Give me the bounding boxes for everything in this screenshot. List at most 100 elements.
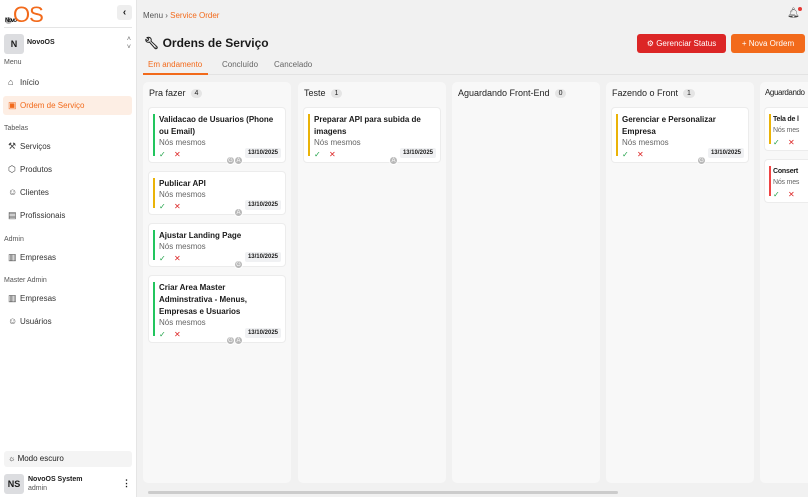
check-icon[interactable]: ✓ [314,150,321,159]
sidebar-item-inicio[interactable]: ⌂ Início [3,73,132,92]
sidebar-item-profissionais[interactable]: ▤ Profissionais [3,206,132,225]
collapse-sidebar-button[interactable]: ‹ [117,5,132,20]
card-footer: ✓ ✕ G A 13/10/2025 [159,328,285,345]
card-owner: Nós mesmos [159,138,206,147]
card-title: Publicar API [159,179,206,188]
assignee-avatar: G [234,260,243,269]
card-owner: Nós mesmos [159,242,206,251]
manage-status-button[interactable]: ⚙ Gerenciar Status [637,34,726,53]
x-icon[interactable]: ✕ [174,330,181,339]
card-title: Ajustar Landing Page [159,231,242,240]
status-color-bar [769,114,771,144]
column-header: Aguardando [765,88,805,97]
card-footer: ✓ ✕ A 13/10/2025 [159,200,285,217]
card-title: Criar Area Master Adminstrativa - Menus,… [159,283,248,316]
card-footer: ✓ ✕ A 13/10/2025 [314,148,440,165]
check-icon[interactable]: ✓ [159,202,166,211]
order-card[interactable]: Publicar API Nós mesmos ✓ ✕ A 13/10/2025 [148,171,286,217]
sidebar-item-servicos[interactable]: ⚒ Serviços [3,137,132,156]
page-title-text: Ordens de Serviço [162,36,269,50]
x-icon[interactable]: ✕ [788,138,795,147]
column-header: Aguardando Front-End 0 [458,88,567,98]
home-icon: ⌂ [8,77,14,87]
x-icon[interactable]: ✕ [637,150,644,159]
wrench-icon: 🔧︎ [144,36,163,50]
sidebar-item-label: Usuários [20,317,52,326]
kanban-column: Fazendo o Front 1 Gerenciar e Personaliza… [606,82,754,483]
sidebar-item-label: Serviços [20,142,51,151]
column-count-badge: 1 [683,89,695,98]
check-icon[interactable]: ✓ [159,330,166,339]
kanban-column: Aguardando Tela de l Nós mes ✓ ✕ Consert… [760,82,808,483]
new-order-button[interactable]: + Nova Ordem [731,34,805,53]
user-role: admin [28,485,48,492]
order-card[interactable]: Consert Nós mes ✓ ✕ [764,159,808,203]
check-icon[interactable]: ✓ [622,150,629,159]
more-vertical-icon[interactable]: ⋮ [122,478,131,488]
column-title: Aguardando [765,88,805,97]
x-icon[interactable]: ✕ [788,190,795,199]
sidebar-item-clientes[interactable]: ☺ Clientes [3,183,132,202]
order-card[interactable]: Preparar API para subida de imagens Nós … [303,107,441,165]
order-card[interactable]: Gerenciar e Personalizar Empresa Nós mes… [611,107,749,165]
order-card[interactable]: Tela de l Nós mes ✓ ✕ [764,107,808,151]
assignee-avatar: A [234,156,243,165]
assignee-avatar: A [234,208,243,217]
card-footer: ✓ ✕ G A 13/10/2025 [159,148,285,165]
sidebar-item-label: Empresas [20,253,57,262]
assignee-avatars: A [234,201,243,219]
sidebar-item-label: Produtos [20,165,53,174]
sidebar-item-usuarios[interactable]: ☺ Usuários [3,312,132,331]
order-card[interactable]: Ajustar Landing Page Nós mesmos ✓ ✕ G 13/1… [148,223,286,269]
sun-icon: ☼ [8,454,18,463]
org-switcher[interactable]: N NovoOS ˄ ˅ [4,34,134,54]
assignee-avatar: A [234,336,243,345]
assignee-avatars: G [234,253,243,271]
status-color-bar [308,114,310,156]
x-icon[interactable]: ✕ [174,254,181,263]
column-title: Fazendo o Front [612,88,679,98]
sidebar-item-produtos[interactable]: ⬡ Produtos [3,160,132,179]
tab-concluido[interactable]: Concluído [222,60,259,69]
check-icon[interactable]: ✓ [773,138,780,147]
notifications-bell-icon[interactable]: 🔔︎ [787,7,802,19]
card-date: 13/10/2025 [244,148,281,158]
x-icon[interactable]: ✕ [329,150,336,159]
check-icon[interactable]: ✓ [159,254,166,263]
clipboard-icon: ▣ [8,100,17,110]
tab-cancelado[interactable]: Cancelado [274,60,313,69]
order-card[interactable]: Validacao de Usuarios (Phone ou Email) N… [148,107,286,165]
card-footer: ✓ ✕ G 13/10/2025 [622,148,748,165]
card-date: 13/10/2025 [707,148,744,158]
users-icon: ☺ [8,187,18,197]
card-title: Consert [773,168,799,175]
horizontal-scrollbar[interactable] [148,491,618,494]
sidebar-item-ordem-de-servico[interactable]: ▣ Ordem de Serviço [3,96,132,115]
check-icon[interactable]: ✓ [159,150,166,159]
dark-mode-toggle[interactable]: ☼ Modo escuro [4,451,132,467]
x-icon[interactable]: ✕ [174,150,181,159]
user-profile[interactable]: NS NovoOS System admin ⋮ [4,474,134,494]
column-header: Fazendo o Front 1 [612,88,695,98]
order-card[interactable]: Criar Area Master Adminstrativa - Menus,… [148,275,286,345]
sidebar-item-label: Clientes [20,188,49,197]
column-header: Teste 1 [304,88,343,98]
tab-em-andamento[interactable]: Em andamento [143,60,209,75]
breadcrumb-root[interactable]: Menu [143,11,164,20]
box-icon: ⬡ [8,164,16,174]
assignee-avatars: G [697,149,706,167]
card-title: Preparar API para subida de imagens [314,115,421,136]
notification-dot [797,7,802,11]
chevrons-up-down-icon: ˄ ˅ [126,36,131,51]
logo: NovoOS [4,2,44,27]
divider [4,27,132,28]
assignee-avatar: G [697,156,706,165]
check-icon[interactable]: ✓ [773,190,780,199]
status-color-bar [153,114,155,156]
sidebar-item-master-empresas[interactable]: ▥ Empresas [3,289,132,308]
sidebar-item-empresas[interactable]: ▥ Empresas [3,248,132,267]
status-color-bar [153,178,155,208]
x-icon[interactable]: ✕ [174,202,181,211]
plus-icon: + [741,39,749,48]
